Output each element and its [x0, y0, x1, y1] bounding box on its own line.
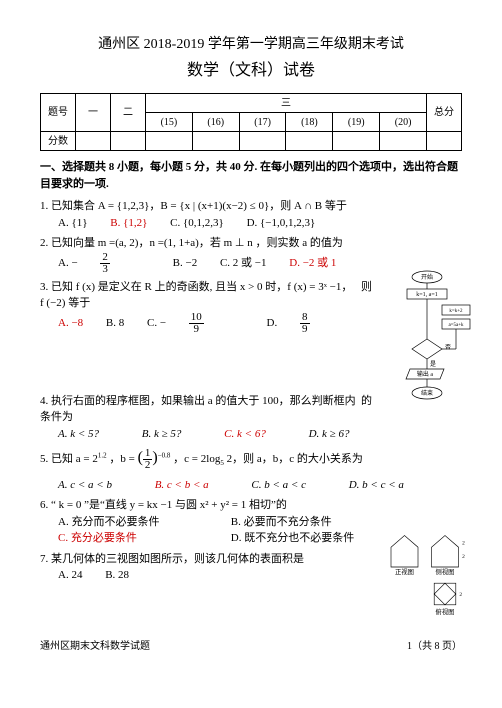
sub-16: (16)	[192, 113, 239, 132]
q1-opt-b: B. {1,2}	[110, 215, 147, 232]
score-table: 题号 一 二 三 总分 (15) (16) (17) (18) (19) (20…	[40, 93, 462, 151]
th-1: 一	[76, 94, 111, 132]
exam-title-1: 通州区 2018-2019 学年第一学期高三年级期末考试	[40, 34, 462, 55]
view-side: 侧视图	[436, 567, 455, 576]
question-1: 1. 已知集合 A = {1,2,3}，B = {x | (x+1)(x−2) …	[40, 198, 462, 231]
q2-stem: 2. 已知向量 m =(a, 2)，n =(1, 1+a)，若 m ⊥ n ，则…	[40, 235, 462, 252]
q3-c-d: 9	[189, 324, 204, 335]
q2-a-den: 3	[100, 264, 110, 275]
fc-box1: k=k+2	[449, 309, 463, 314]
q3-opt-c: C. − 109	[147, 312, 244, 335]
page-footer: 通州区期末文科数学试题 1（共 8 页）	[40, 639, 462, 654]
section-1-head: 一、选择题共 8 小题，每小题 5 分，共 40 分. 在每小题列出的四个选项中…	[40, 159, 462, 192]
q7-opt-b: B. 28	[105, 567, 129, 584]
q3-opt-d: D. 89	[267, 312, 350, 335]
dim3: 2	[459, 592, 462, 598]
q4-opt-c: C. k < 6?	[224, 426, 286, 443]
q7-opt-a: A. 24	[58, 567, 82, 584]
q3-tail: 则	[361, 279, 372, 296]
q4-stem2: 条件为	[40, 409, 462, 426]
q3-opt-b: B. 8	[106, 315, 124, 332]
q3-d-pre: D.	[267, 315, 278, 332]
th-total: 总分	[427, 94, 462, 132]
q2-a-pre: A. −	[58, 255, 78, 272]
q3-opt-a: A. −8	[58, 315, 83, 332]
q6-opt-c: C. 充分必要条件	[58, 530, 208, 547]
row-score-label: 分数	[41, 132, 76, 151]
q1-opt-a: A. {1}	[58, 215, 88, 232]
fc-out: 输出 a	[417, 370, 434, 378]
q6-opt-b: B. 必要而不充分条件	[231, 514, 332, 531]
q2-a-num: 2	[100, 252, 110, 264]
q5-lb: 5	[220, 459, 224, 467]
three-views: 正视图 侧视图 2 2 俯视图 2	[382, 531, 472, 621]
q4-opt-b: B. k ≥ 5?	[142, 426, 202, 443]
q5-opt-a: A. c < a < b	[58, 477, 132, 494]
q1-opt-c: C. {0,1,2,3}	[170, 215, 224, 232]
exam-title-2: 数学（文科）试卷	[40, 59, 462, 83]
footer-right: 1（共 8 页）	[407, 639, 462, 654]
q6-opt-a: A. 充分而不必要条件	[58, 514, 208, 531]
q1-stem: 1. 已知集合 A = {1,2,3}，B = {x | (x+1)(x−2) …	[40, 198, 462, 215]
q5-ea: 1.2	[98, 451, 107, 459]
q3-c-n: 10	[189, 312, 204, 324]
q5-hd: 2	[143, 460, 153, 471]
q4-opt-d: D. k ≥ 6?	[309, 426, 370, 443]
q3-d-n: 8	[300, 312, 310, 324]
q5-opt-c: C. b < a < c	[251, 477, 326, 494]
q5-tail: 2，则 a，b，c 的大小关系为	[227, 453, 363, 465]
q5-pre: 5. 已知 a = 2	[40, 453, 98, 465]
th-2: 二	[111, 94, 146, 132]
sub-15: (15)	[146, 113, 193, 132]
q3-d-d: 9	[300, 324, 310, 335]
q2-opt-c: C. 2 或 −1	[220, 255, 267, 272]
dim1: 2	[462, 540, 465, 546]
footer-left: 通州区期末文科数学试题	[40, 639, 150, 654]
q3-c-pre: C. −	[147, 315, 166, 332]
q3-stem1: 3. 已知 f (x) 是定义在 R 上的奇函数, 且当 x > 0 时，f (…	[40, 281, 352, 293]
q5-mid: ，b =	[109, 453, 137, 465]
q1-opt-d: D. {−1,0,1,2,3}	[247, 215, 316, 232]
fc-box2: a=5a+k	[448, 323, 464, 328]
q5-eb: −0.8	[158, 451, 171, 459]
fc-no: 否	[445, 344, 451, 351]
q2-opt-d: D. −2 或 1	[289, 255, 336, 272]
fc-yes: 是	[430, 361, 436, 368]
q5-opt-d: D. b < c < a	[349, 477, 424, 494]
sub-19: (19)	[333, 113, 380, 132]
question-4: 4. 执行右面的程序框图，如果输出 a 的值大于 100，那么判断框内 的 条件…	[40, 393, 462, 443]
q6-stem: 6. “ k = 0 ”是“直线 y = kx −1 与圆 x² + y² = …	[40, 497, 462, 514]
view-top: 俯视图	[436, 607, 455, 616]
q5-opt-b: B. c < b < a	[155, 477, 229, 494]
q6-opt-d: D. 既不充分也不必要条件	[231, 530, 354, 547]
sub-20: (20)	[380, 113, 427, 132]
q4-tail: 的	[361, 393, 372, 410]
q4-opt-a: A. k < 5?	[58, 426, 119, 443]
sub-18: (18)	[286, 113, 333, 132]
sub-17: (17)	[239, 113, 286, 132]
q2-opt-b: B. −2	[173, 255, 198, 272]
fc-start: 开始	[421, 273, 433, 281]
q5-mid2: ，c = 2log	[173, 453, 220, 465]
fc-init: k=1, a=1	[416, 292, 437, 298]
dim2: 2	[462, 554, 465, 560]
th-num: 题号	[41, 94, 76, 132]
question-5: 5. 已知 a = 21.2 ，b = (12)−0.8 ，c = 2log5 …	[40, 446, 462, 493]
th-3: 三	[146, 94, 427, 113]
q4-stem: 4. 执行右面的程序框图，如果输出 a 的值大于 100，那么判断框内	[40, 395, 356, 407]
question-7: 7. 某几何体的三视图如图所示，则该几何体的表面积是 A. 24 B. 28 正…	[40, 551, 462, 621]
question-3: 3. 已知 f (x) 是定义在 R 上的奇函数, 且当 x > 0 时，f (…	[40, 279, 462, 389]
view-front: 正视图	[395, 567, 414, 576]
q2-opt-a: A. − 23	[58, 252, 150, 275]
